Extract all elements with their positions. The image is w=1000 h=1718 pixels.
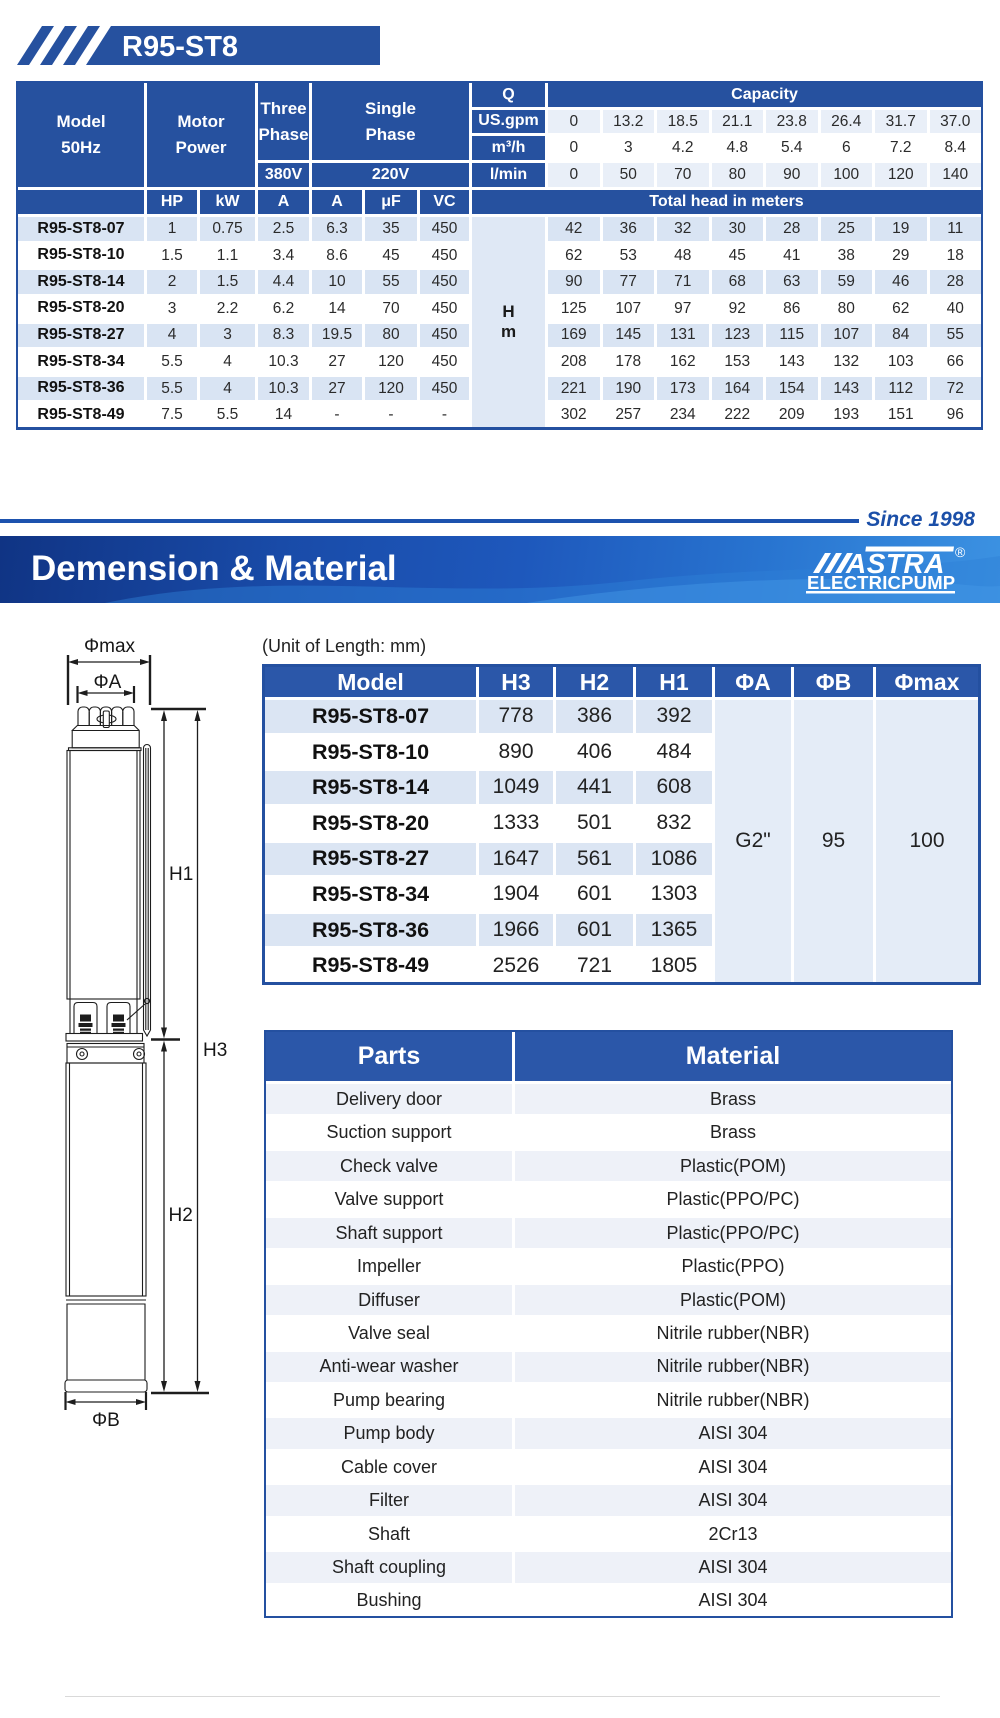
svg-text:ΦA: ΦA <box>94 672 122 693</box>
svg-text:®: ® <box>955 544 966 560</box>
svg-text:H1: H1 <box>169 864 193 885</box>
svg-text:ASTRA: ASTRA <box>845 548 945 579</box>
svg-text:ELECTRICPUMP: ELECTRICPUMP <box>807 572 955 593</box>
svg-text:ΦB: ΦB <box>92 1410 120 1431</box>
svg-text:R95-ST8: R95-ST8 <box>122 31 238 63</box>
svg-text:H2: H2 <box>169 1205 193 1226</box>
svg-text:H3: H3 <box>203 1040 227 1061</box>
svg-text:Φmax: Φmax <box>84 636 136 657</box>
